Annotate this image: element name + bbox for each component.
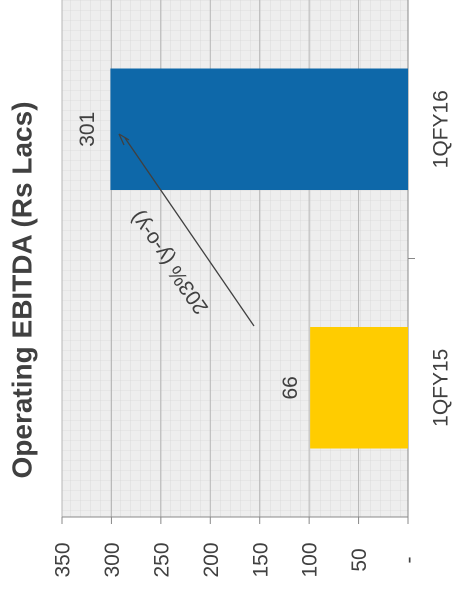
bar-value-label: 301 [76, 112, 99, 147]
bars [110, 68, 408, 449]
category-label: 1QFY15 [430, 349, 453, 427]
growth-arrow-line [124, 137, 255, 327]
value-tick-label: - [398, 557, 421, 564]
value-tick-label: 200 [200, 542, 223, 577]
bar [110, 68, 408, 190]
value-axis-ticks: - 50 100 150 200 250 300 350 [52, 542, 421, 577]
value-tick-label: 300 [101, 542, 124, 577]
value-tick-label: 150 [249, 542, 272, 577]
value-tick-label: 250 [150, 542, 173, 577]
data-labels: 99 301 [76, 112, 301, 400]
growth-arrow-head [118, 133, 130, 146]
value-tick-label: 350 [52, 542, 75, 577]
value-tick-label: 100 [299, 542, 322, 577]
chart-title: Operating EBITDA (Rs Lacs) [6, 101, 37, 478]
category-axis-ticks: 1QFY15 1QFY16 [430, 90, 453, 427]
bar [310, 327, 408, 449]
bar-value-label: 99 [278, 376, 301, 399]
value-tick-label: 50 [348, 548, 371, 571]
category-label: 1QFY16 [430, 90, 453, 168]
